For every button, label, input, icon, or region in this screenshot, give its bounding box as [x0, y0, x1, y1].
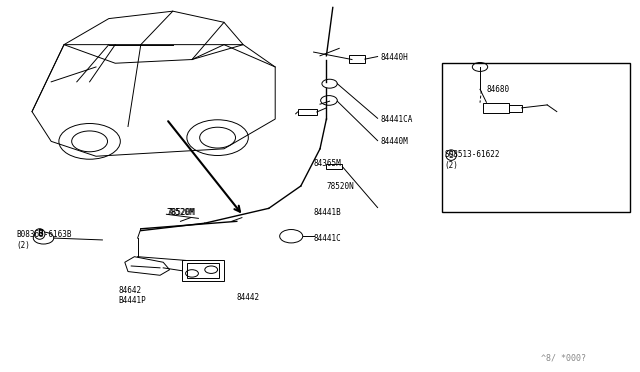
Text: 84441C: 84441C — [314, 234, 341, 243]
Bar — [326, 164, 342, 169]
Bar — [349, 55, 365, 63]
Text: B08363-6163B
(2): B08363-6163B (2) — [16, 230, 72, 250]
Text: 84441CA: 84441CA — [381, 115, 413, 124]
Text: ^8/ *000?: ^8/ *000? — [541, 354, 586, 363]
Text: 78520M: 78520M — [166, 208, 194, 217]
Text: 84442: 84442 — [237, 293, 260, 302]
Text: 84365M: 84365M — [314, 159, 341, 168]
Text: 78520M: 78520M — [168, 208, 195, 217]
Bar — [442, 63, 630, 212]
Bar — [509, 105, 522, 112]
Text: 84440H: 84440H — [381, 53, 408, 62]
Bar — [187, 263, 219, 278]
Text: 84680: 84680 — [486, 85, 509, 94]
Text: B: B — [37, 230, 42, 238]
Text: S08513-61622
(2): S08513-61622 (2) — [445, 150, 500, 170]
Text: 84440M: 84440M — [381, 137, 408, 146]
Text: 78520N: 78520N — [326, 182, 354, 190]
Text: 84441B: 84441B — [314, 208, 341, 217]
Bar — [298, 109, 317, 115]
Text: S: S — [449, 151, 454, 160]
Bar — [483, 103, 509, 113]
Text: 84642
B4441P: 84642 B4441P — [118, 286, 146, 305]
Bar — [182, 260, 224, 281]
